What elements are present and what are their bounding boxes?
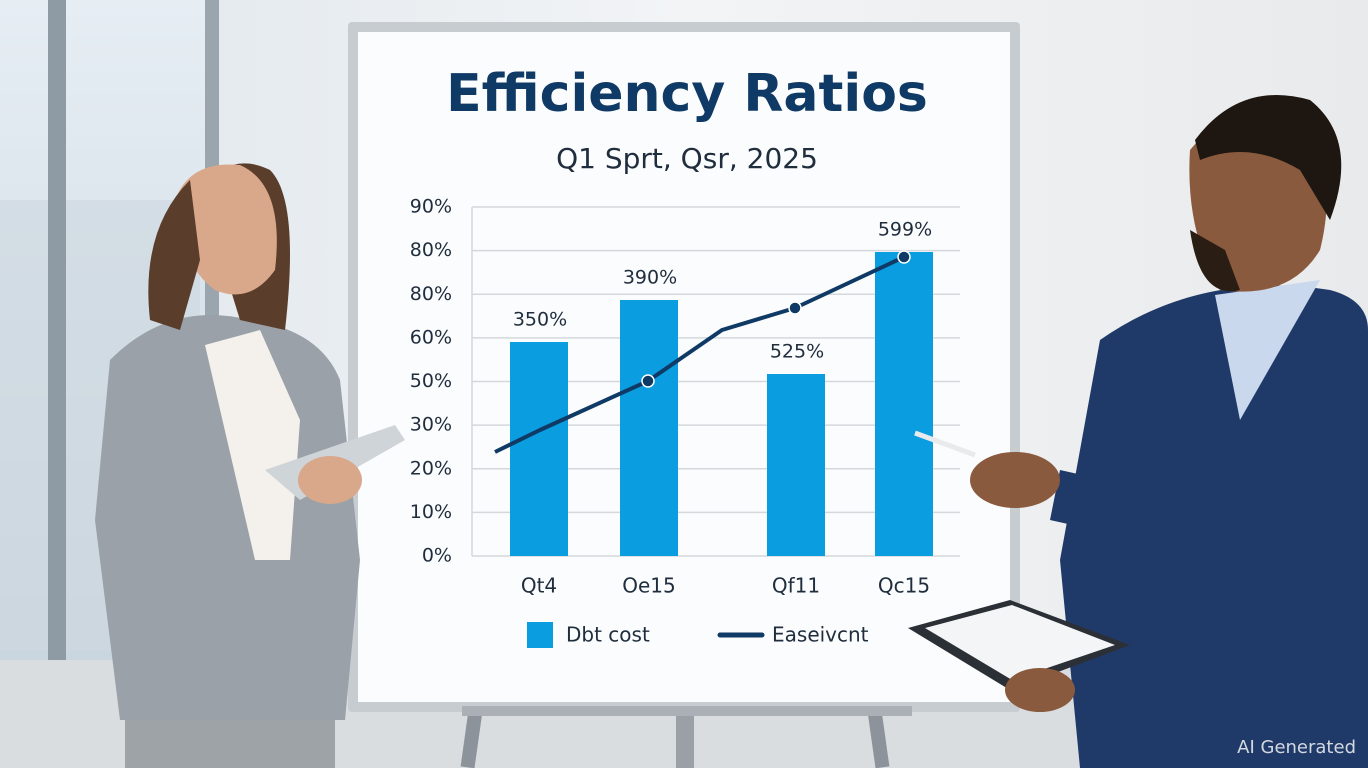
board-subtitle: Q1 Sprt, Qsr, 2025 [556,142,818,175]
category-label: Oe15 [622,574,676,598]
bar [510,342,568,556]
category-label: Qt4 [521,574,557,598]
category-label: Qf11 [772,574,820,598]
woman [95,163,405,768]
board-tray [462,706,912,716]
sleeve [1050,470,1150,540]
trend-point [641,374,655,388]
bar [620,300,678,556]
bar [767,374,825,556]
easel-leg [676,700,694,768]
legend-label: Easeivcnt [772,623,869,647]
easel-leg [866,699,890,768]
y-axis-label: 60% [410,326,452,348]
bar [875,252,933,556]
trend-point [897,250,911,264]
legend-label: Dbt cost [566,623,650,647]
beard [1190,230,1240,292]
easel-leg [460,699,484,768]
board-title: Efficiency Ratios [446,64,928,124]
category-label: Qc15 [878,574,930,598]
hand [1005,668,1075,712]
y-axis-label: 80% [410,283,452,305]
y-axis-label: 50% [410,370,452,392]
trend-line [494,255,905,454]
chart: 90% 80% 80% 60% 50% 30% 20% 10% 0% 350% Qt4 390% Oe1… [410,196,960,648]
y-axis-label: 0% [422,545,452,567]
value-label: 350% [513,309,567,331]
y-axis-label: 20% [410,457,452,479]
value-label: 599% [878,219,932,241]
hair [1195,95,1342,220]
suit [1060,285,1368,768]
hand [970,452,1060,508]
face [175,164,277,295]
watermark: AI Generated [1237,737,1356,758]
hand [298,456,362,504]
trend-point [788,301,802,315]
paper [925,605,1115,680]
y-axis-label: 80% [410,239,452,261]
window-frame [48,0,66,690]
y-axis-label: 90% [410,196,452,218]
man [908,95,1368,768]
blouse [205,330,300,560]
y-axis-label: 30% [410,414,452,436]
pen [914,430,976,458]
y-axis-label: 10% [410,501,452,523]
shirt [1215,280,1320,420]
hair [148,180,200,330]
value-label: 525% [770,341,824,363]
value-label: 390% [623,267,677,289]
legend-swatch [527,622,553,648]
